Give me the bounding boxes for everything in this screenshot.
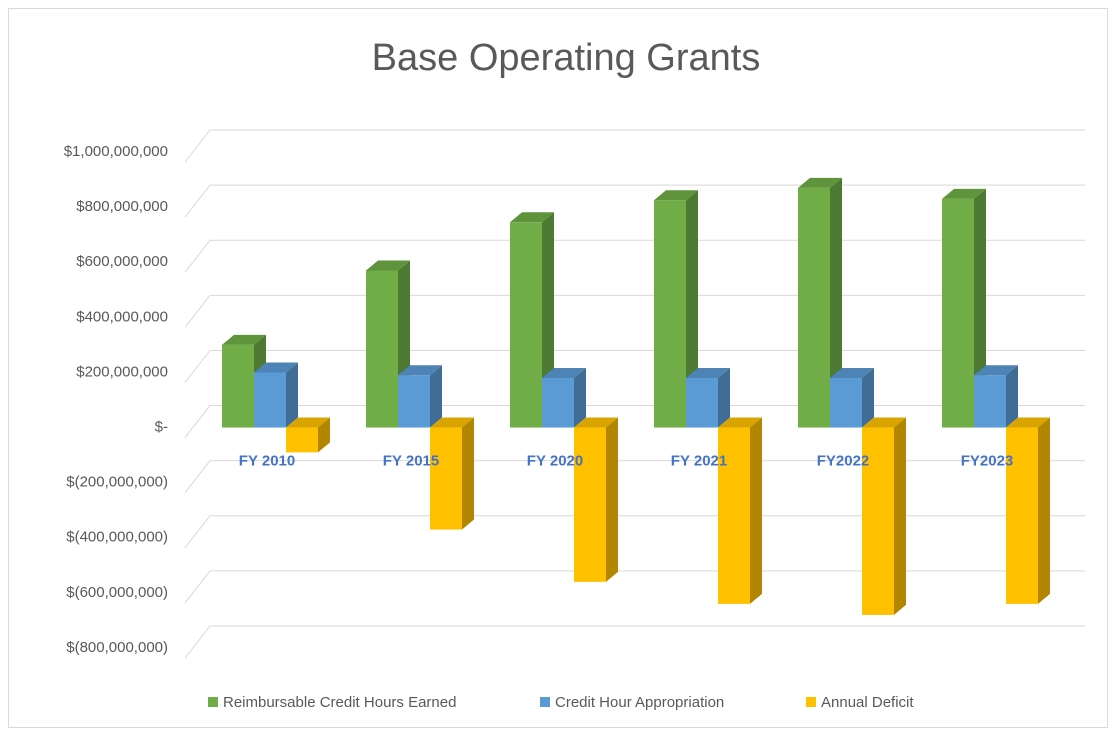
grid-line: [184, 460, 1085, 493]
bar-3d: [718, 417, 762, 604]
y-tick-label: $1,000,000,000: [64, 143, 168, 160]
bar-side: [462, 417, 474, 530]
bar-top: [1006, 417, 1050, 428]
grid-line: [184, 515, 1085, 549]
bar: [574, 427, 606, 582]
bar-side: [686, 190, 698, 428]
bar-top: [862, 417, 906, 428]
bar: [510, 222, 542, 428]
legend-swatch: [806, 697, 816, 707]
bar-side: [318, 417, 330, 453]
bar-3d: [974, 365, 1018, 428]
bar: [1006, 427, 1038, 604]
bar: [398, 375, 430, 428]
y-tick-label: $(400,000,000): [66, 529, 168, 546]
bar-side: [430, 365, 442, 428]
bar-top: [830, 367, 874, 378]
bar-3d: [542, 367, 586, 428]
bar-side: [750, 417, 762, 604]
bar-top: [398, 365, 442, 376]
bar-top: [654, 190, 698, 201]
chart-title: Base Operating Grants: [372, 37, 761, 79]
grid-line: [184, 570, 1085, 604]
y-tick-label: $200,000,000: [76, 363, 168, 380]
grid-line: [184, 405, 1085, 438]
bar-3d: [798, 177, 842, 428]
bar-top: [222, 334, 266, 345]
y-tick-label: $800,000,000: [76, 198, 168, 215]
bar: [862, 427, 894, 615]
bar: [254, 372, 286, 428]
bar: [718, 427, 750, 604]
x-tick-label: FY 2021: [671, 453, 727, 470]
grid-line: [184, 184, 1085, 218]
bar-top: [430, 417, 474, 428]
y-tick-label: $(600,000,000): [66, 584, 168, 601]
bar: [974, 375, 1006, 428]
bar-side: [862, 367, 874, 428]
bar-top: [542, 367, 586, 378]
bar-side: [718, 367, 730, 428]
bar-side: [830, 177, 842, 428]
bar-side: [1006, 365, 1018, 428]
bar: [942, 198, 974, 428]
bar: [686, 377, 718, 428]
legend-swatch: [208, 697, 218, 707]
grid-line: [184, 129, 1085, 163]
grid-line: [184, 349, 1085, 383]
bar-3d: [574, 417, 618, 582]
bar-top: [366, 260, 410, 271]
bar-3d: [510, 212, 554, 428]
bar-top: [254, 362, 298, 373]
bar: [222, 344, 254, 428]
bar: [430, 427, 462, 530]
x-tick-label: FY2022: [817, 453, 870, 470]
legend-swatch: [540, 697, 550, 707]
grid-line: [184, 625, 1085, 659]
bar: [654, 200, 686, 428]
bar-top: [510, 212, 554, 223]
bar-side: [606, 417, 618, 582]
y-tick-label: $-: [155, 419, 168, 436]
bar-top: [574, 417, 618, 428]
bar-top: [286, 417, 330, 428]
grid-line: [184, 239, 1085, 273]
grid-line: [184, 294, 1085, 328]
bar-3d: [830, 367, 874, 428]
y-tick-label: $(800,000,000): [66, 639, 168, 656]
bar-side: [1038, 417, 1050, 604]
bar-3d: [654, 190, 698, 428]
x-tick-label: FY 2020: [527, 453, 583, 470]
y-tick-label: $400,000,000: [76, 308, 168, 325]
legend-label: Reimbursable Credit Hours Earned: [223, 694, 456, 711]
bar-3d: [398, 365, 442, 428]
bar-side: [286, 362, 298, 428]
bar: [286, 427, 318, 453]
y-tick-label: $(200,000,000): [66, 474, 168, 491]
bar-top: [974, 365, 1018, 376]
x-tick-label: FY2023: [961, 453, 1014, 470]
bar: [542, 377, 574, 428]
legend-label: Credit Hour Appropriation: [555, 694, 724, 711]
x-tick-label: FY 2015: [383, 453, 439, 470]
bar-top: [798, 177, 842, 188]
bar: [798, 187, 830, 428]
bar-side: [574, 367, 586, 428]
bar-3d: [1006, 417, 1050, 604]
legend-label: Annual Deficit: [821, 694, 914, 711]
bar-3d: [430, 417, 474, 530]
y-tick-label: $600,000,000: [76, 253, 168, 270]
bar-side: [894, 417, 906, 615]
x-tick-label: FY 2010: [239, 453, 295, 470]
bar: [830, 377, 862, 428]
bar-3d: [686, 367, 730, 428]
bar-3d: [286, 417, 330, 453]
bar-3d: [862, 417, 906, 615]
bar-top: [718, 417, 762, 428]
bar: [366, 270, 398, 428]
bar-3d: [254, 362, 298, 428]
bar-top: [942, 188, 986, 199]
bar-top: [686, 367, 730, 378]
